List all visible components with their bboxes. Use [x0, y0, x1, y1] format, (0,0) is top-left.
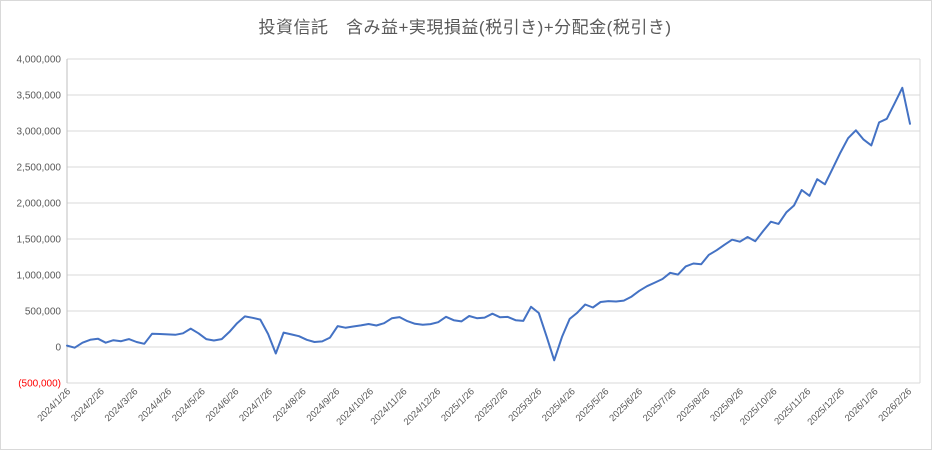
y-tick-label: 1,500,000	[17, 235, 62, 246]
x-tick-label: 2025/5/26	[574, 386, 612, 424]
y-axis-labels: 4,000,000 3,500,000 3,000,000 2,500,000 2,00…	[17, 55, 62, 390]
x-tick-label: 2024/4/26	[136, 386, 174, 424]
x-tick-label: 2025/3/26	[506, 386, 544, 424]
y-tick-label: 3,500,000	[17, 91, 62, 102]
x-tick-label: 2025/4/26	[540, 386, 578, 424]
x-tick-label: 2024/7/26	[237, 386, 275, 424]
x-tick-label: 2024/1/26	[35, 386, 73, 424]
x-tick-label: 2024/3/26	[103, 386, 141, 424]
x-tick-label: 2024/5/26	[170, 386, 208, 424]
chart-title: 投資信託 含み益+実現損益(税引き)+分配金(税引き)	[259, 18, 672, 37]
y-tick-label: 2,000,000	[17, 199, 62, 210]
series-line	[66, 86, 911, 362]
x-tick-label: 2024/6/26	[204, 386, 242, 424]
x-tick-label: 2024/2/26	[69, 386, 107, 424]
x-tick-label: 2024/8/26	[271, 386, 309, 424]
x-tick-label: 2025/8/26	[675, 386, 713, 424]
x-tick-label: 2026/1/26	[843, 386, 881, 424]
y-tick-label: 0	[55, 343, 61, 354]
y-tick-label: 500,000	[25, 307, 62, 318]
x-tick-label: 2025/2/26	[473, 386, 511, 424]
y-tick-label: 2,500,000	[17, 163, 62, 174]
y-tick-label: 4,000,000	[17, 55, 62, 66]
x-tick-label: 2025/1/26	[439, 386, 477, 424]
gridlines	[67, 58, 920, 384]
y-tick-label: (500,000)	[18, 379, 61, 390]
series-lines	[66, 86, 911, 362]
x-tick-label: 2025/7/26	[641, 386, 679, 424]
axes	[66, 59, 921, 383]
x-axis-labels: 2024/1/262024/2/262024/3/262024/4/262024…	[35, 386, 914, 427]
x-tick-label: 2025/6/26	[607, 386, 645, 424]
x-tick-label: 2026/2/26	[876, 386, 914, 424]
y-tick-label: 1,000,000	[17, 271, 62, 282]
y-tick-label: 3,000,000	[17, 127, 62, 138]
